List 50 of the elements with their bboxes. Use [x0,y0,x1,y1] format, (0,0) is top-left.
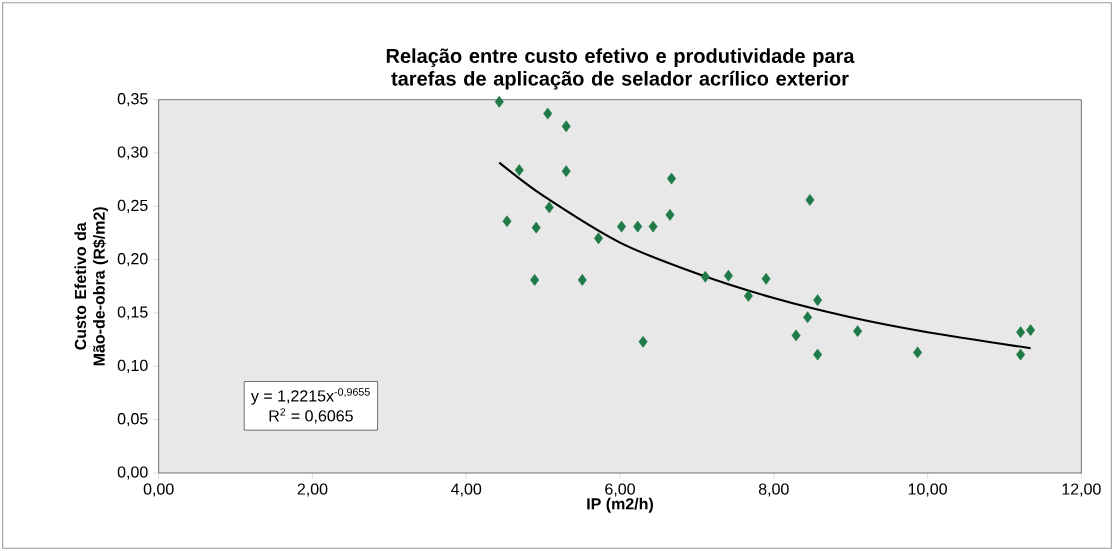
x-tick-label: 8,00 [758,483,789,497]
point [544,201,554,214]
y-tick-label: 0,10 [117,359,148,373]
x-tick-label: 10,00 [908,483,947,497]
annotation: R$^{2}$ = 0,6065 [269,408,353,424]
point [633,220,643,233]
point [577,274,587,286]
point [561,165,571,178]
point [761,273,771,285]
y-axis-title: Custo Efetivo da Mão-de-obra (R$/m2) [74,207,108,366]
point [805,194,815,206]
point [743,290,753,302]
point [531,221,541,234]
point [502,215,512,228]
point [638,335,648,348]
line-series [498,161,1032,350]
y-tick-label: 0,35 [117,93,148,107]
y-tick-label: 0,30 [117,146,148,160]
x-tick-label: 2,00 [297,483,328,497]
y-tick-label: 0,15 [117,306,148,320]
point [665,209,675,221]
point [853,325,863,337]
point [700,270,710,283]
x-tick-label: 12,00 [1062,483,1101,497]
point [648,220,658,233]
point [494,95,504,108]
point [543,107,553,120]
point [1016,326,1026,339]
point [617,220,627,233]
point [561,120,571,133]
annotation: y = 1,2215x$^{-0,9655}$ [250,388,370,405]
chart-title: Relação entre custo efetivo e produtividade para tarefas de aplicação de selador acrílico exterior [386,48,855,90]
point [1016,348,1026,361]
x-tick-label: 6,00 [605,483,635,497]
y-tick-label: 0,20 [117,253,148,267]
y-tick-label: 0,25 [117,199,148,213]
point [514,164,524,176]
point [803,311,813,324]
point [1026,324,1036,336]
point [813,294,823,307]
x-tick-label: 4,00 [451,483,482,497]
x-tick-label: 0,00 [143,483,174,497]
x-axis-title: IP (m2/h) [587,497,653,513]
point [723,269,733,282]
y-tick-label: 0,05 [117,413,148,427]
y-tick-label: 0,00 [117,466,148,480]
point [813,348,823,361]
point [913,346,923,359]
point [791,329,801,342]
point [530,274,540,286]
